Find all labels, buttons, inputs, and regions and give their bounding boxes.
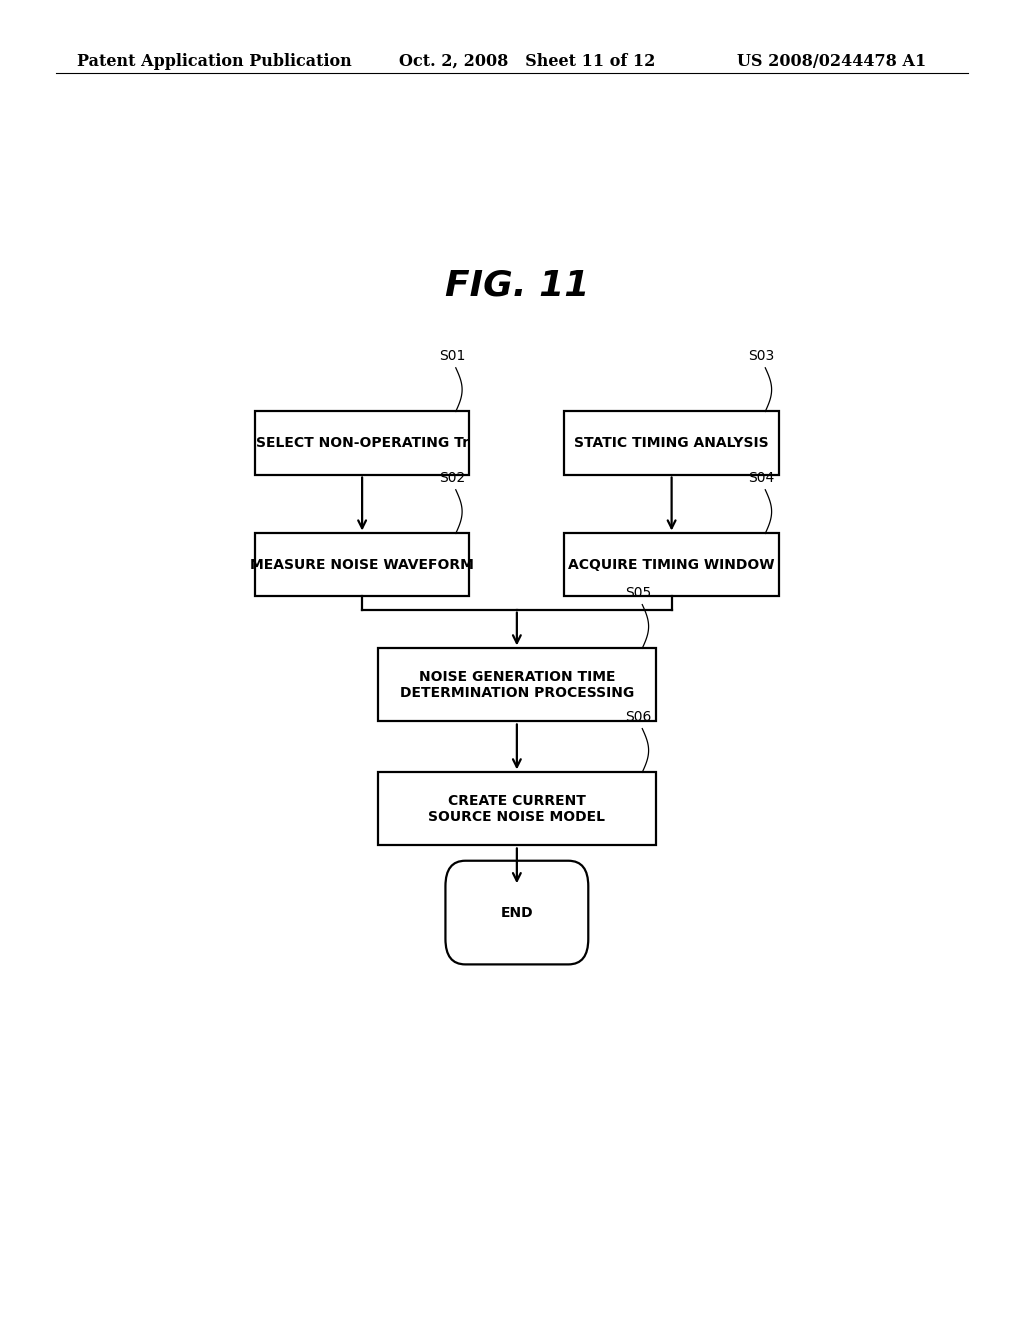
Text: S05: S05 <box>626 586 652 599</box>
FancyBboxPatch shape <box>255 412 469 474</box>
FancyBboxPatch shape <box>378 772 655 846</box>
Text: Oct. 2, 2008   Sheet 11 of 12: Oct. 2, 2008 Sheet 11 of 12 <box>399 53 655 70</box>
Text: S02: S02 <box>439 471 465 484</box>
FancyBboxPatch shape <box>564 412 779 474</box>
Text: CREATE CURRENT
SOURCE NOISE MODEL: CREATE CURRENT SOURCE NOISE MODEL <box>428 793 605 824</box>
Text: S01: S01 <box>439 348 465 363</box>
FancyBboxPatch shape <box>255 533 469 597</box>
FancyBboxPatch shape <box>445 861 588 965</box>
Text: NOISE GENERATION TIME
DETERMINATION PROCESSING: NOISE GENERATION TIME DETERMINATION PROC… <box>399 669 634 700</box>
Text: END: END <box>501 906 534 920</box>
Text: US 2008/0244478 A1: US 2008/0244478 A1 <box>737 53 927 70</box>
Text: S04: S04 <box>749 471 775 484</box>
Text: S06: S06 <box>626 710 652 723</box>
Text: MEASURE NOISE WAVEFORM: MEASURE NOISE WAVEFORM <box>250 558 474 572</box>
Text: S03: S03 <box>749 348 775 363</box>
Text: SELECT NON-OPERATING Tr: SELECT NON-OPERATING Tr <box>256 436 469 450</box>
Text: Patent Application Publication: Patent Application Publication <box>77 53 351 70</box>
Text: ACQUIRE TIMING WINDOW: ACQUIRE TIMING WINDOW <box>568 558 775 572</box>
FancyBboxPatch shape <box>378 648 655 722</box>
Text: STATIC TIMING ANALYSIS: STATIC TIMING ANALYSIS <box>574 436 769 450</box>
Text: FIG. 11: FIG. 11 <box>444 268 589 302</box>
FancyBboxPatch shape <box>564 533 779 597</box>
